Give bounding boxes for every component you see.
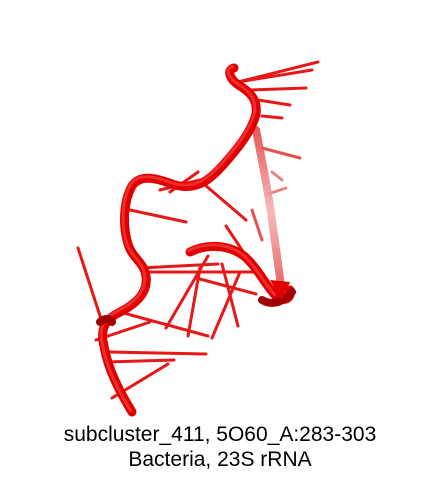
base-stick xyxy=(138,262,220,270)
base-stick xyxy=(194,276,258,296)
backbone-tube xyxy=(96,63,296,417)
base-stick xyxy=(128,208,188,224)
base-stick xyxy=(256,98,292,107)
base-stick xyxy=(270,170,284,182)
caption-subtitle: Bacteria, 23S rRNA xyxy=(128,448,312,471)
base-stick xyxy=(250,208,264,242)
base-stick xyxy=(203,183,248,222)
base-stick xyxy=(260,114,284,120)
base-stick xyxy=(118,310,210,338)
base-stick xyxy=(210,270,242,340)
backbone-rear-strand xyxy=(252,126,286,300)
base-stick xyxy=(76,246,104,324)
strand-arrowhead xyxy=(270,280,290,300)
base-stick xyxy=(108,350,208,356)
nucleobase-sticks xyxy=(76,60,320,400)
caption-title: subcluster_411, 5O60_A:283-303 xyxy=(63,423,377,446)
base-stick xyxy=(248,86,308,92)
base-stick xyxy=(104,358,176,364)
base-stick xyxy=(260,146,302,160)
base-stick xyxy=(236,68,314,84)
